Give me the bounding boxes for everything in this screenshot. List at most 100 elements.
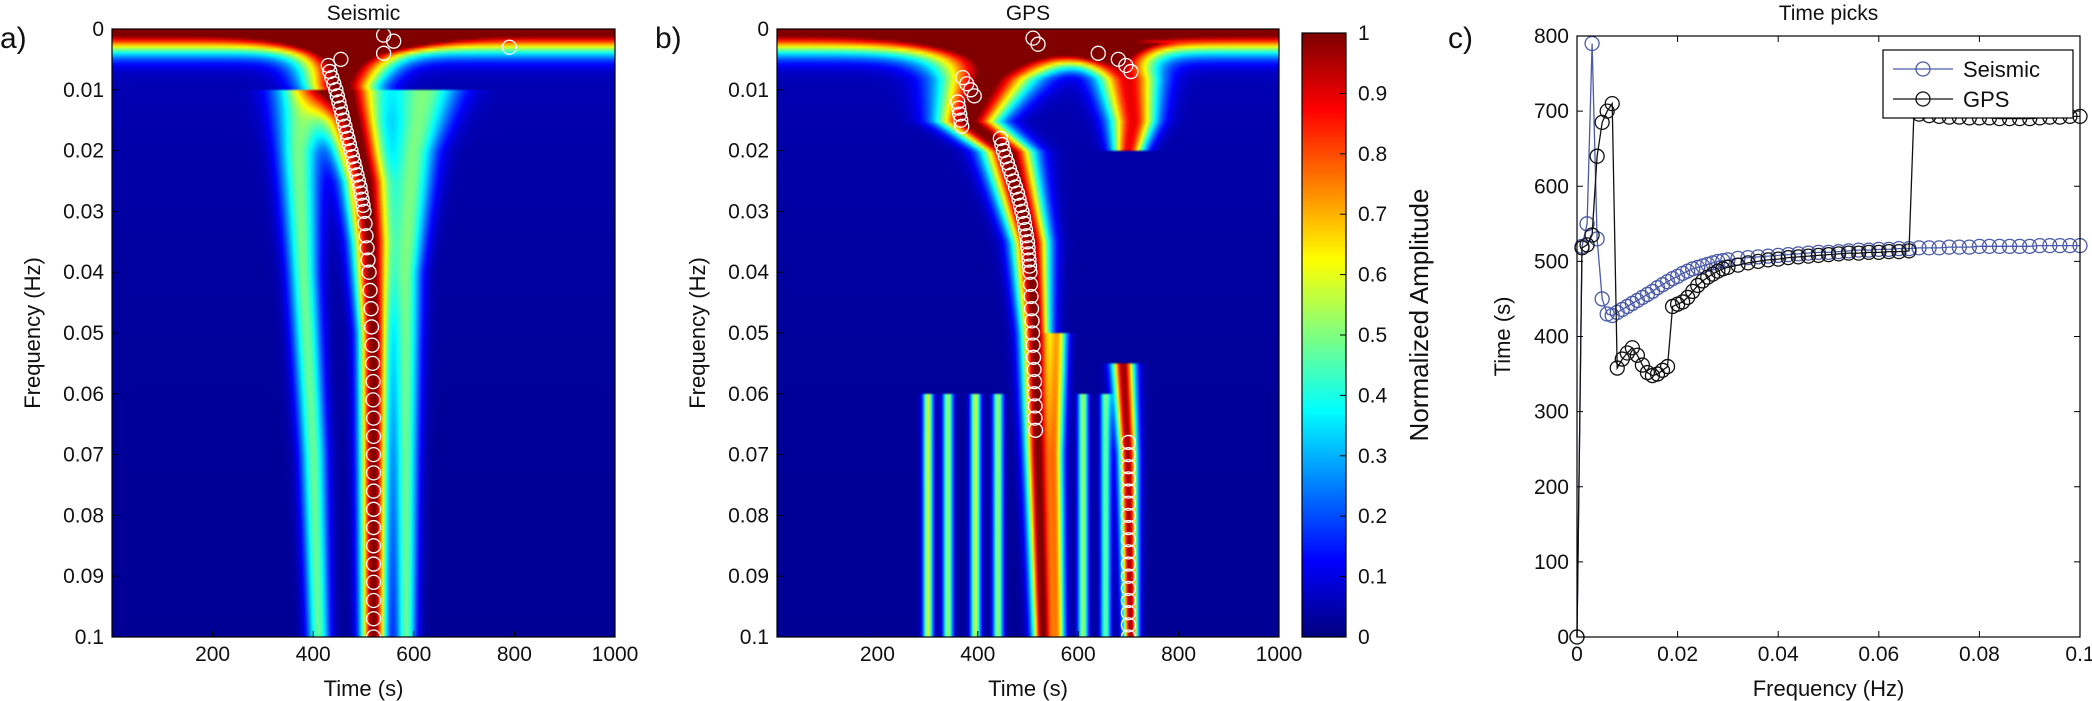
series-marker-gps [1840,245,1857,261]
y-tick-label: 0.07 [63,444,104,467]
legend-entry-gps: GPS [1893,87,2009,112]
y-tick-label: 0 [757,18,769,41]
pick-marker [950,94,966,110]
series-marker-seismic [2062,237,2078,254]
y-tick-label: 0.01 [728,79,769,102]
series-marker-seismic [2032,237,2048,254]
pick-marker [355,197,371,213]
seismic-x-axis-label: Time (s) [324,676,404,701]
pick-marker [951,100,967,116]
series-marker-seismic [1981,238,1998,255]
y-tick-label: 0.09 [728,565,769,588]
series-marker-gps [1720,259,1736,276]
series-marker-gps [1861,244,1877,261]
time-picks-title: Time picks [1779,2,1879,25]
pick-marker [349,167,365,183]
series-marker-seismic [1594,291,1610,307]
y-tick-label: 0.05 [728,322,769,345]
series-marker-gps [1770,251,1786,267]
pick-marker [1120,592,1137,609]
pick-marker [1030,36,1046,52]
colorbar-tick-label: 0.5 [1358,324,1387,347]
time-picks-frame [1576,35,2081,638]
x-tick-label: 800 [1161,643,1196,666]
series-marker-gps [1584,227,1600,243]
pick-marker [1017,221,1034,238]
colorbar-tick-label: 0.8 [1358,143,1387,166]
pick-marker [1022,264,1038,280]
pick-marker [335,112,352,128]
seismic-heatmap-image [112,29,615,637]
pick-marker [331,94,347,110]
y-tick-label: 300 [1534,401,1569,424]
series-marker-gps [1624,340,1640,356]
seismic-spectrogram-panel: a) Seismic 200 400 600 800 1000 0 0.01 0.02 0.03… [0,2,638,701]
x-tick-label: 0.08 [1959,643,2000,666]
pick-marker [347,161,364,177]
legend-label-gps: GPS [1963,87,2009,112]
pick-marker [1120,459,1137,475]
pick-marker [966,88,982,104]
pick-marker [1027,422,1044,438]
x-tick-label: 600 [1061,643,1096,666]
pick-marker [994,136,1010,153]
series-marker-gps [1629,347,1646,363]
series-marker-gps [1579,237,1595,253]
pick-marker [1020,240,1036,256]
colorbar: 0 0.1 0.2 0.3 0.4 0.5 0.6 0.7 0.8 0.9 1 Normalized… [1301,22,1434,649]
series-marker-gps [1810,247,1827,264]
colorbar-tick-label: 0.6 [1358,264,1387,287]
pick-marker [350,173,367,189]
gps-spectrogram-panel: b) GPS 200 400 600 800 1000 0 0.01 0.02 0.03 0.04… [655,2,1302,701]
pick-marker [1025,349,1042,365]
series-marker-seismic [1971,238,1988,255]
series-line-seismic [1576,43,2080,638]
gps-picks-layer [950,30,1139,645]
pick-marker [992,130,1009,147]
series-marker-gps [1599,103,1615,119]
series-marker-seismic [1770,247,1786,264]
pick-marker [1120,556,1137,572]
pick-marker [952,106,968,122]
pick-marker [1024,325,1041,341]
pick-marker [1020,246,1037,262]
series-marker-gps [1800,248,1817,264]
pick-marker [365,446,382,463]
series-marker-gps [1740,255,1756,271]
series-marker-gps [1871,244,1887,261]
y-tick-label: 0.08 [63,504,104,527]
pick-marker [364,355,381,372]
legend-marker-gps [1915,91,1931,107]
y-tick-label: 500 [1534,250,1569,273]
pick-marker [354,191,370,207]
colorbar-tick-label: 0.4 [1358,384,1388,407]
series-marker-seismic [1931,240,1947,256]
y-tick-label: 200 [1534,476,1569,499]
pick-marker [386,33,402,49]
pick-marker [1022,276,1039,293]
series-marker-gps [1609,360,1625,376]
legend: Seismic GPS [1882,49,2074,119]
colorbar-tick-label: 0.2 [1358,505,1387,528]
pick-marker [360,252,376,268]
y-tick-label: 0.09 [63,565,104,588]
pick-marker [363,301,379,317]
y-tick-label: 700 [1534,100,1569,123]
pick-marker [1025,337,1041,353]
pick-marker [332,100,349,116]
series-marker-gps [1685,283,1701,300]
x-tick-label: 600 [396,643,431,666]
pick-marker [1011,191,1027,207]
pick-marker [1027,410,1043,426]
pick-marker [1123,63,1139,80]
series-marker-seismic [1961,239,1977,255]
y-tick-label: 600 [1534,175,1569,198]
pick-marker [1026,386,1043,402]
legend-box [1882,49,2074,119]
y-tick-label: 0.03 [63,200,104,223]
x-tick-label: 200 [860,643,895,666]
pick-marker [1009,185,1026,201]
y-tick-label: 0.06 [63,383,104,406]
pick-marker [365,538,382,554]
pick-marker [1120,544,1137,560]
